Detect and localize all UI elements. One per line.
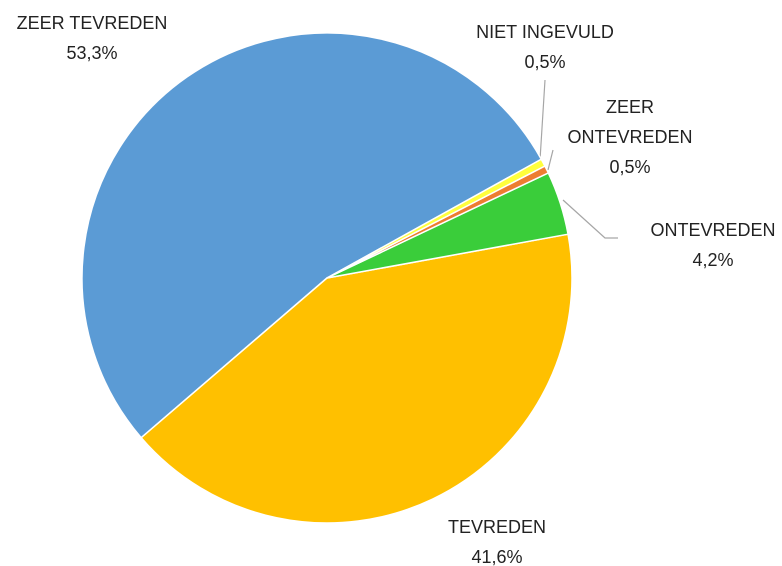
data-label: ZEER TEVREDEN 53,3% <box>0 8 192 68</box>
value-label: 4,2% <box>692 250 734 270</box>
leader-line <box>562 199 618 239</box>
data-label: NIET INGEVULD 0,5% <box>445 17 645 77</box>
leader-line <box>547 149 554 171</box>
value-label: 0,5% <box>609 157 651 177</box>
category-label: ONTEVREDEN <box>650 220 776 240</box>
value-label: 0,5% <box>524 52 566 72</box>
data-label: ONTEVREDEN 4,2% <box>613 215 782 275</box>
pie-slice <box>81 32 543 439</box>
value-label: 41,6% <box>471 547 523 566</box>
pie-slice <box>140 233 573 524</box>
category-label: TEVREDEN <box>447 517 546 537</box>
category-label: NIET INGEVULD <box>476 22 614 42</box>
value-label: 53,3% <box>66 43 118 63</box>
data-label: TEVREDEN 41,6% <box>397 512 597 566</box>
category-label: ZEER ONTEVREDEN <box>567 97 693 147</box>
pie-slice <box>326 158 546 279</box>
data-label: ZEER ONTEVREDEN 0,5% <box>565 92 695 182</box>
category-label: ZEER TEVREDEN <box>16 13 168 33</box>
leader-line <box>539 79 546 161</box>
